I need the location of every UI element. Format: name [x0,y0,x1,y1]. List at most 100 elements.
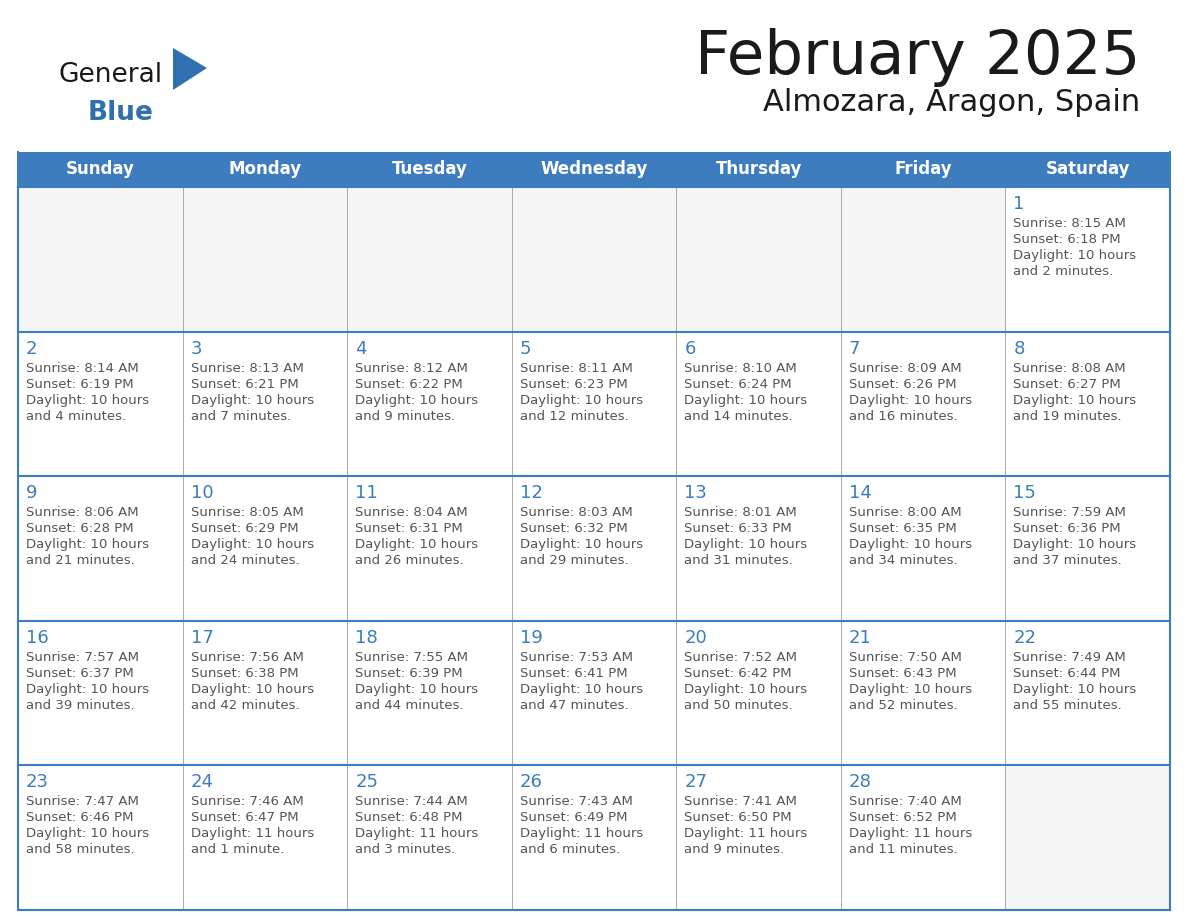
Bar [676,476,841,621]
Bar [183,187,347,331]
Bar [676,621,841,766]
Text: Sunrise: 7:56 AM: Sunrise: 7:56 AM [190,651,303,664]
Text: Daylight: 10 hours: Daylight: 10 hours [849,538,972,551]
Text: Sunset: 6:41 PM: Sunset: 6:41 PM [519,666,627,680]
Text: 14: 14 [849,484,872,502]
Text: and 37 minutes.: and 37 minutes. [1013,554,1123,567]
Text: and 3 minutes.: and 3 minutes. [355,844,455,856]
Bar [183,476,347,621]
Text: 5: 5 [519,340,531,358]
Text: and 4 minutes.: and 4 minutes. [26,409,126,422]
Text: Sunset: 6:35 PM: Sunset: 6:35 PM [849,522,956,535]
Text: Daylight: 10 hours: Daylight: 10 hours [519,538,643,551]
Bar [841,187,1005,331]
Text: Sunset: 6:29 PM: Sunset: 6:29 PM [190,522,298,535]
Text: Daylight: 10 hours: Daylight: 10 hours [26,683,150,696]
Text: Sunrise: 8:13 AM: Sunrise: 8:13 AM [190,362,303,375]
Text: Sunset: 6:21 PM: Sunset: 6:21 PM [190,377,298,390]
Text: Sunrise: 7:57 AM: Sunrise: 7:57 AM [26,651,139,664]
Text: and 39 minutes.: and 39 minutes. [26,699,134,711]
Text: and 47 minutes.: and 47 minutes. [519,699,628,711]
Text: and 12 minutes.: and 12 minutes. [519,409,628,422]
Text: Daylight: 10 hours: Daylight: 10 hours [26,394,150,407]
Text: and 6 minutes.: and 6 minutes. [519,844,620,856]
Bar [18,152,1170,187]
Bar [347,621,512,766]
Text: 1: 1 [1013,195,1025,213]
Text: 22: 22 [1013,629,1036,647]
Text: Sunset: 6:24 PM: Sunset: 6:24 PM [684,377,792,390]
Text: 3: 3 [190,340,202,358]
Text: Sunset: 6:49 PM: Sunset: 6:49 PM [519,812,627,824]
Text: Monday: Monday [228,161,302,178]
Text: 17: 17 [190,629,214,647]
Text: Sunrise: 8:06 AM: Sunrise: 8:06 AM [26,506,139,520]
Text: 4: 4 [355,340,367,358]
Text: Daylight: 11 hours: Daylight: 11 hours [355,827,479,840]
Text: Sunday: Sunday [65,161,134,178]
Text: 25: 25 [355,773,378,791]
Text: Sunset: 6:38 PM: Sunset: 6:38 PM [190,666,298,680]
Text: 6: 6 [684,340,696,358]
Bar [841,331,1005,476]
Text: and 26 minutes.: and 26 minutes. [355,554,463,567]
Text: Sunset: 6:31 PM: Sunset: 6:31 PM [355,522,463,535]
Bar [347,476,512,621]
Text: Daylight: 10 hours: Daylight: 10 hours [684,394,808,407]
Text: Daylight: 10 hours: Daylight: 10 hours [190,394,314,407]
Text: Sunrise: 8:15 AM: Sunrise: 8:15 AM [1013,217,1126,230]
Text: General: General [58,62,162,88]
Text: 18: 18 [355,629,378,647]
Text: Sunrise: 8:04 AM: Sunrise: 8:04 AM [355,506,468,520]
Text: Daylight: 10 hours: Daylight: 10 hours [26,827,150,840]
Text: and 42 minutes.: and 42 minutes. [190,699,299,711]
Text: Sunset: 6:32 PM: Sunset: 6:32 PM [519,522,627,535]
Text: and 58 minutes.: and 58 minutes. [26,844,134,856]
Text: Sunrise: 7:43 AM: Sunrise: 7:43 AM [519,795,632,809]
Text: Daylight: 10 hours: Daylight: 10 hours [355,394,479,407]
Bar [512,331,676,476]
Text: and 19 minutes.: and 19 minutes. [1013,409,1121,422]
Bar [18,621,183,766]
Text: and 52 minutes.: and 52 minutes. [849,699,958,711]
Text: Daylight: 10 hours: Daylight: 10 hours [190,538,314,551]
Bar [18,766,183,910]
Bar [183,331,347,476]
Text: and 55 minutes.: and 55 minutes. [1013,699,1123,711]
Bar [18,187,183,331]
Text: 12: 12 [519,484,543,502]
Text: 23: 23 [26,773,49,791]
Text: Sunset: 6:26 PM: Sunset: 6:26 PM [849,377,956,390]
Text: Daylight: 11 hours: Daylight: 11 hours [190,827,314,840]
Text: 9: 9 [26,484,38,502]
Bar [841,476,1005,621]
Text: Daylight: 10 hours: Daylight: 10 hours [849,394,972,407]
Bar [1005,187,1170,331]
Text: 21: 21 [849,629,872,647]
Bar [1005,766,1170,910]
Text: Sunset: 6:37 PM: Sunset: 6:37 PM [26,666,134,680]
Text: Sunrise: 7:53 AM: Sunrise: 7:53 AM [519,651,633,664]
Bar [676,187,841,331]
Text: Sunrise: 7:50 AM: Sunrise: 7:50 AM [849,651,962,664]
Text: 2: 2 [26,340,38,358]
Text: and 9 minutes.: and 9 minutes. [355,409,455,422]
Text: Sunset: 6:48 PM: Sunset: 6:48 PM [355,812,462,824]
Text: Blue: Blue [88,100,154,126]
Text: and 1 minute.: and 1 minute. [190,844,284,856]
Bar [1005,476,1170,621]
Text: and 24 minutes.: and 24 minutes. [190,554,299,567]
Text: Daylight: 10 hours: Daylight: 10 hours [519,394,643,407]
Text: Sunrise: 8:01 AM: Sunrise: 8:01 AM [684,506,797,520]
Text: Sunset: 6:28 PM: Sunset: 6:28 PM [26,522,133,535]
Text: Sunrise: 8:08 AM: Sunrise: 8:08 AM [1013,362,1126,375]
Bar [512,621,676,766]
Bar [18,331,183,476]
Text: and 16 minutes.: and 16 minutes. [849,409,958,422]
Bar [676,766,841,910]
Text: Sunset: 6:33 PM: Sunset: 6:33 PM [684,522,792,535]
Bar [18,476,183,621]
Text: 11: 11 [355,484,378,502]
Text: 27: 27 [684,773,707,791]
Text: Sunset: 6:23 PM: Sunset: 6:23 PM [519,377,627,390]
